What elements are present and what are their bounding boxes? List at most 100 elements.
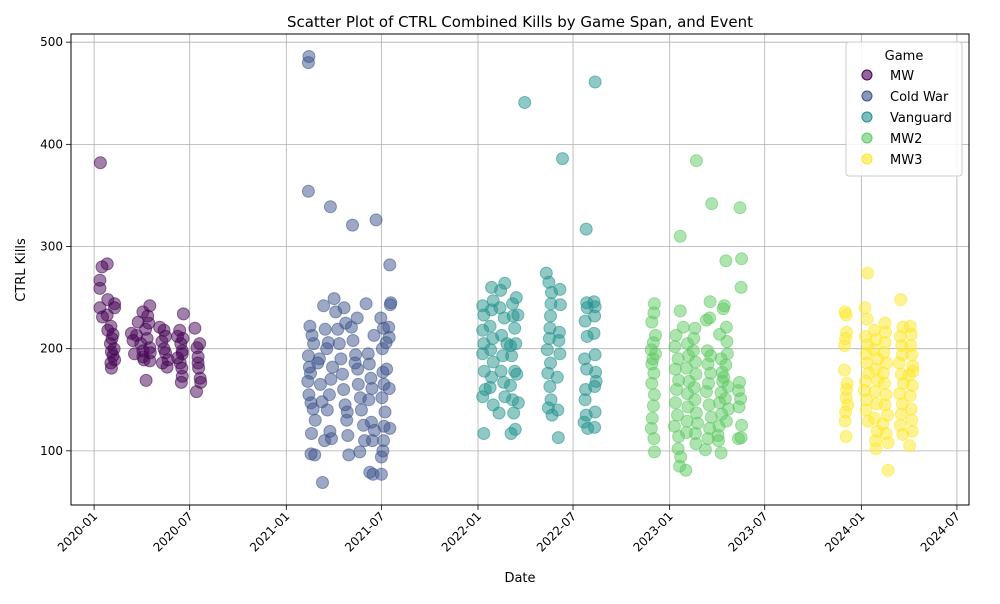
data-point-vanguard — [540, 343, 554, 357]
data-point-vanguard — [588, 75, 602, 89]
legend-marker-mw — [861, 69, 873, 81]
data-point-mw3 — [892, 356, 906, 370]
data-point-mw3 — [903, 389, 917, 403]
legend-label-mw: MW — [890, 69, 914, 84]
legend-label-cold-war: Cold War — [890, 90, 949, 105]
data-point-vanguard — [483, 319, 497, 333]
data-point-vanguard — [505, 349, 519, 363]
data-point-mw2 — [668, 362, 682, 376]
data-point-mw3 — [905, 413, 919, 427]
legend-label-vanguard: Vanguard — [890, 111, 952, 126]
plot-frame — [70, 33, 970, 506]
data-point-mw3 — [839, 430, 853, 443]
data-point-mw2 — [645, 376, 659, 390]
data-point-mw2 — [647, 388, 661, 402]
data-point-vanguard — [588, 348, 602, 362]
data-point-mw2 — [734, 431, 748, 445]
data-point-vanguard — [551, 403, 565, 417]
data-point-vanguard — [553, 298, 567, 312]
data-point-mw3 — [881, 436, 895, 450]
data-point-mw — [176, 307, 190, 321]
data-point-mw — [136, 305, 150, 319]
data-point-mw2 — [735, 252, 749, 266]
data-point-cold-war — [337, 383, 351, 396]
x-axis-title: Date — [504, 571, 535, 586]
data-point-mw3 — [878, 376, 891, 390]
data-point-mw2 — [698, 443, 712, 457]
data-point-cold-war — [346, 218, 359, 232]
legend-marker-mw2 — [861, 132, 873, 144]
data-point-cold-war — [383, 298, 397, 312]
data-point-vanguard — [551, 431, 565, 445]
data-point-mw2 — [688, 355, 702, 369]
data-point-cold-war — [308, 448, 322, 462]
data-point-vanguard — [588, 309, 602, 323]
data-point-cold-war — [337, 301, 351, 315]
legend-box — [845, 41, 963, 177]
data-point-mw3 — [858, 301, 872, 315]
data-point-mw — [159, 329, 172, 343]
data-point-mw3 — [906, 364, 920, 378]
data-point-cold-war — [325, 432, 338, 446]
data-points — [93, 50, 920, 489]
data-point-vanguard — [587, 326, 601, 340]
data-point-mw2 — [735, 418, 749, 432]
data-point-vanguard — [518, 96, 532, 109]
data-point-mw2 — [705, 197, 719, 211]
data-point-vanguard — [477, 427, 491, 440]
data-point-vanguard — [553, 347, 567, 361]
data-point-cold-war — [340, 405, 354, 419]
data-point-cold-war — [322, 388, 336, 402]
data-point-cold-war — [383, 421, 397, 435]
data-point-mw — [143, 341, 157, 355]
data-point-mw2 — [734, 280, 748, 294]
data-point-mw2 — [686, 344, 700, 358]
legend: Game MW Cold War Vanguard MW2 MW3 — [845, 41, 963, 177]
data-point-mw — [93, 281, 107, 295]
data-point-cold-war — [334, 352, 348, 366]
data-point-mw2 — [688, 393, 702, 407]
data-point-mw2 — [645, 315, 659, 329]
data-point-cold-war — [346, 334, 360, 347]
data-point-mw3 — [838, 414, 852, 428]
legend-marker-cold-war — [861, 90, 873, 102]
data-point-cold-war — [344, 320, 358, 334]
legend-marker-vanguard — [861, 111, 873, 123]
data-point-cold-war — [374, 467, 388, 481]
data-point-vanguard — [510, 367, 524, 381]
y-tick-label: 400 — [40, 137, 63, 151]
data-point-mw2 — [717, 299, 731, 313]
data-point-mw2 — [719, 358, 733, 372]
data-point-vanguard — [552, 334, 566, 347]
data-point-vanguard — [508, 422, 522, 436]
data-point-vanguard — [486, 355, 500, 369]
data-point-cold-war — [365, 382, 379, 395]
data-point-mw3 — [838, 339, 851, 353]
data-point-mw2 — [712, 434, 725, 448]
data-point-mw2 — [689, 154, 703, 168]
data-point-mw3 — [868, 385, 882, 399]
data-point-mw3 — [839, 308, 853, 322]
data-point-mw3 — [905, 348, 919, 362]
data-point-cold-war — [332, 337, 346, 351]
data-point-mw — [188, 321, 202, 335]
data-point-cold-war — [367, 328, 381, 342]
data-point-mw — [174, 375, 188, 389]
data-point-mw2 — [714, 446, 728, 460]
data-point-mw — [190, 385, 203, 399]
data-point-vanguard — [504, 379, 517, 392]
y-axis-title: CTRL Kills — [14, 238, 29, 302]
data-point-mw2 — [719, 320, 733, 334]
data-point-mw — [176, 332, 190, 345]
data-point-mw2 — [703, 295, 717, 309]
data-point-mw2 — [676, 320, 690, 334]
data-point-vanguard — [484, 343, 498, 357]
data-point-cold-war — [317, 299, 331, 313]
y-tick-label: 300 — [40, 240, 63, 254]
data-point-cold-war — [369, 213, 383, 227]
data-point-cold-war — [353, 445, 367, 459]
data-point-cold-war — [362, 357, 376, 371]
data-point-vanguard — [543, 380, 557, 393]
data-point-cold-war — [326, 360, 339, 374]
